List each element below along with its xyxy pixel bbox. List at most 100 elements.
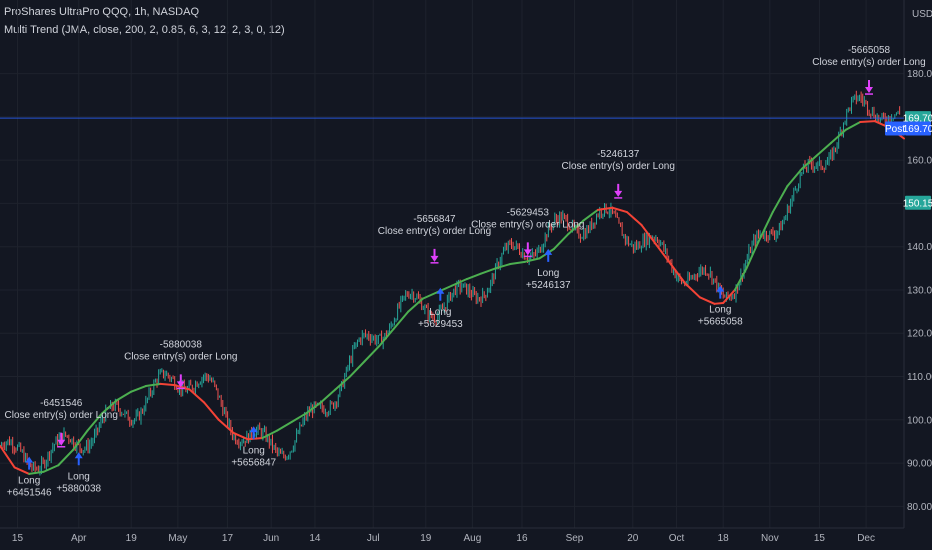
trend-segment (771, 185, 789, 214)
trend-segment (830, 128, 847, 144)
arrow-down-icon (523, 242, 532, 256)
indicator-title: Multi Trend (JMA, close, 200, 2, 0.85, 6… (4, 24, 285, 36)
trend-segment (57, 449, 74, 467)
signal-label: Close entry(s) order Long (812, 57, 925, 68)
signal-label: Long (537, 268, 559, 279)
trend-segment (745, 241, 760, 270)
long-signal[interactable]: Long+5629453 (418, 287, 463, 330)
trend-segment (13, 466, 31, 475)
signal-label: -6451546 (40, 398, 83, 409)
arrow-down-icon (176, 374, 185, 388)
price-axis[interactable] (904, 0, 932, 550)
trend-segment (684, 282, 701, 299)
trend-segment (173, 384, 191, 391)
signal-label: Long (429, 307, 451, 318)
x-tick-label: May (168, 533, 187, 544)
candles (0, 90, 901, 476)
trend-segment (203, 401, 220, 421)
signal-label: +5246137 (526, 280, 571, 291)
trend-segment (722, 288, 736, 304)
signal-label: +5629453 (418, 319, 463, 330)
signal-label: Close entry(s) order Long (378, 226, 491, 237)
y-tick-label: 100.00 (907, 415, 932, 426)
x-tick-label: Jul (367, 533, 380, 544)
trend-segment (319, 388, 337, 404)
x-tick-label: 15 (12, 533, 24, 544)
grid (0, 0, 904, 528)
trend-segment (334, 375, 351, 391)
last-price-tag-text: 169.70 (903, 114, 932, 125)
long-signal[interactable]: Long+6451546 (7, 456, 52, 499)
x-tick-label: Oct (669, 533, 685, 544)
arrow-up-icon (716, 285, 725, 299)
x-tick-label: Sep (566, 533, 584, 544)
arrow-up-icon (249, 426, 258, 440)
signal-label: Close entry(s) order Long (562, 161, 675, 172)
y-tick-label: 180.00 (907, 69, 932, 80)
signal-label: Close entry(s) order Long (124, 351, 237, 362)
signal-label: +5665058 (698, 317, 743, 328)
trend-segment (480, 267, 497, 275)
trend-segment (130, 385, 147, 393)
trend-segment (859, 120, 876, 124)
trend-segment (844, 121, 862, 131)
signal-label: Long (68, 471, 90, 482)
trend-segment (669, 263, 687, 285)
post-price-tag-text: 169.70 (903, 124, 932, 135)
y-tick-label: 110.00 (907, 372, 932, 383)
post-price-tag (905, 121, 931, 136)
x-tick-label: 17 (222, 533, 234, 544)
trend-segment (465, 272, 483, 281)
trend-segment (815, 141, 833, 157)
x-tick-label: 15 (814, 533, 826, 544)
long-signal[interactable]: Long+5246137 (526, 248, 571, 291)
x-tick-label: 14 (309, 533, 321, 544)
y-tick-label: 160.00 (907, 156, 932, 167)
signal-label: +5656847 (231, 457, 276, 468)
trend-segment (159, 382, 176, 387)
signal-label: -5246137 (597, 149, 640, 160)
trend-segment (567, 219, 585, 235)
trend-segment (800, 154, 818, 170)
trend-segment (232, 431, 249, 441)
arrow-down-icon (614, 183, 623, 197)
trend-segment (655, 243, 672, 265)
trend-segment (596, 206, 614, 211)
trend-segment (144, 382, 162, 388)
post-market-tag-text: Post (885, 124, 905, 135)
trend-segment (348, 360, 366, 378)
signal-label: Long (243, 445, 265, 456)
signal-label: Close entry(s) order Long (471, 219, 584, 230)
long-signal[interactable]: Long+5665058 (698, 285, 743, 328)
trend-segment (553, 232, 570, 250)
x-tick-label: 16 (516, 533, 528, 544)
trend-segment (786, 167, 803, 188)
trend-segment (217, 418, 235, 434)
trend-segment (246, 436, 264, 441)
trend-line (0, 120, 905, 475)
signal-label: +5880038 (56, 483, 101, 494)
signal-label: -5629453 (507, 207, 550, 218)
close-price-tag-text: 150.15 (903, 198, 932, 209)
y-tick-label: 120.00 (907, 329, 932, 340)
trend-segment (261, 429, 279, 439)
trend-segment (713, 301, 725, 305)
x-tick-label: Nov (761, 533, 779, 544)
signal-label: -5656847 (413, 214, 456, 225)
long-signal[interactable]: Long+5880038 (56, 452, 102, 494)
trend-segment (86, 412, 104, 432)
signal-label: Long (18, 476, 40, 487)
long-signal[interactable]: Long+5656847 (231, 426, 277, 468)
signal-label: Close entry(s) order Long (5, 410, 118, 421)
close-price-tag (905, 195, 931, 210)
x-tick-label: 20 (627, 533, 639, 544)
currency-label: USD (912, 9, 932, 20)
